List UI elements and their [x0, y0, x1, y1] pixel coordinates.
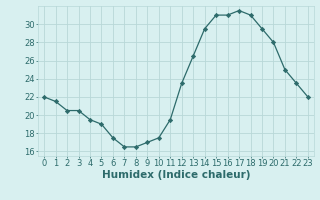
X-axis label: Humidex (Indice chaleur): Humidex (Indice chaleur)	[102, 170, 250, 180]
